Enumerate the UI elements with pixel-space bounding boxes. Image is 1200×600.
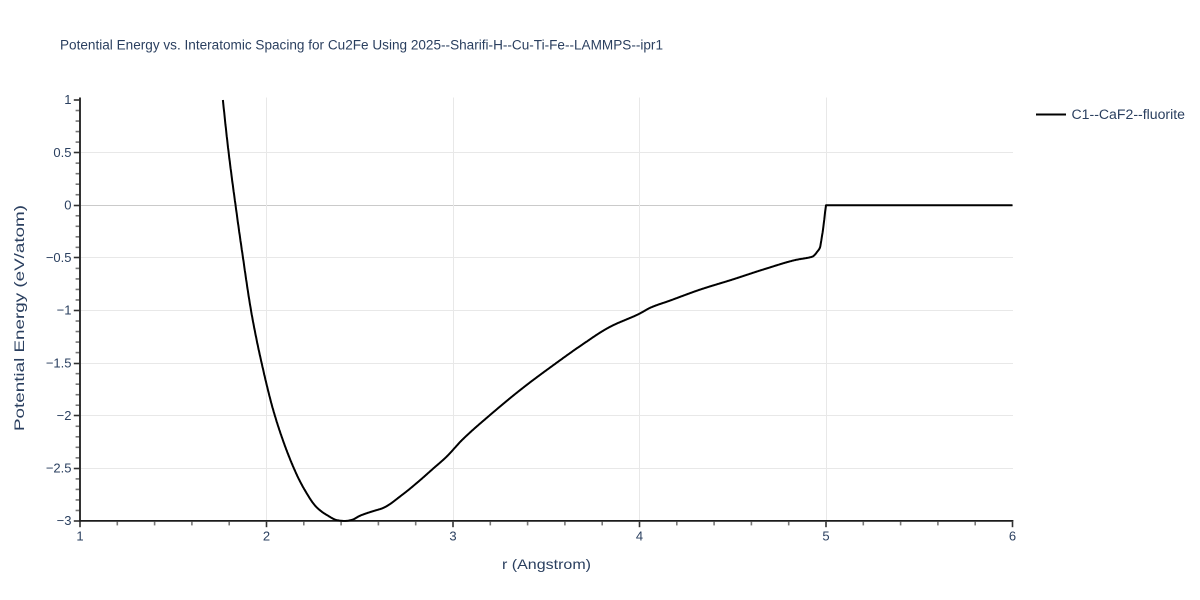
svg-text:r (Angstrom): r (Angstrom) bbox=[502, 556, 591, 572]
svg-text:−0.5: −0.5 bbox=[46, 250, 72, 265]
svg-text:−3: −3 bbox=[57, 513, 72, 528]
svg-text:−2: −2 bbox=[57, 408, 72, 423]
svg-text:3: 3 bbox=[449, 529, 456, 544]
svg-text:1: 1 bbox=[76, 529, 83, 544]
svg-text:−1: −1 bbox=[57, 303, 72, 318]
svg-text:2: 2 bbox=[263, 529, 270, 544]
svg-text:0: 0 bbox=[64, 197, 71, 212]
svg-text:6: 6 bbox=[1009, 529, 1016, 544]
svg-text:4: 4 bbox=[636, 529, 643, 544]
svg-text:C1--CaF2--fluorite: C1--CaF2--fluorite bbox=[1072, 107, 1186, 122]
svg-text:1: 1 bbox=[64, 92, 71, 107]
svg-text:Potential Energy (eV/atom): Potential Energy (eV/atom) bbox=[11, 205, 27, 431]
svg-text:−1.5: −1.5 bbox=[46, 355, 72, 370]
svg-text:Potential Energy vs. Interatom: Potential Energy vs. Interatomic Spacing… bbox=[60, 38, 663, 53]
svg-text:5: 5 bbox=[822, 529, 829, 544]
svg-text:0.5: 0.5 bbox=[53, 145, 71, 160]
svg-text:−2.5: −2.5 bbox=[46, 461, 72, 476]
